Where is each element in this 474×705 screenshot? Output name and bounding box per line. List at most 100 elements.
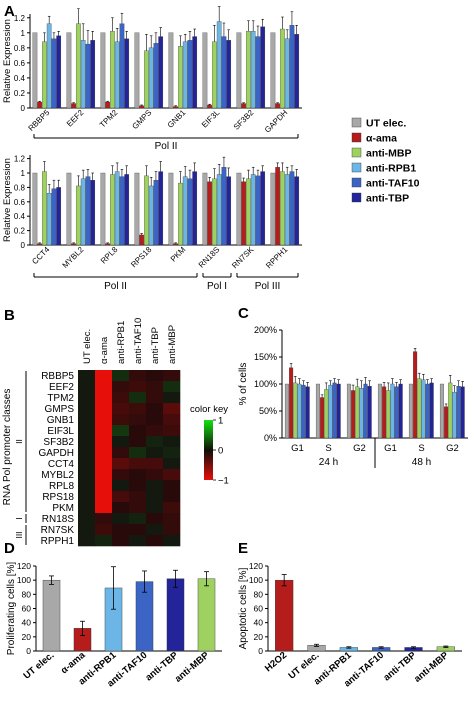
A-bottom-bar [148,185,154,246]
D-y-tick-label: 0 [26,646,31,656]
E-y-tick-label: 120 [249,561,263,571]
A-bottom-bar [32,172,38,246]
C-bar [324,389,329,439]
C-y-tick-label: 50% [259,406,277,416]
A-bottom-category-label: PKM [169,245,188,264]
heatmap-cell [146,524,164,536]
A-bottom-y-tick-label: 1 [21,169,26,178]
A-top-bar [148,47,154,109]
A-top-bar [66,32,72,109]
panel-label-b: B [4,307,15,324]
heatmap-cell [146,513,164,525]
C-y-tick-label: 150% [254,352,277,362]
C-bar [320,397,325,439]
A-top-bar [56,35,62,109]
chart-c: 0% 50% 100% 150% 200% % of cells G1 S G2 G1 S G2 24 … [238,325,468,468]
C-y-tick-label: 0% [264,433,277,443]
chart-c-category-label: G2 [446,443,459,454]
heatmap-cell [95,370,113,382]
A-bottom-bar [90,180,96,246]
color-key-title: color key [190,404,228,415]
A-bottom-bar [246,178,251,246]
A-top-bar [144,50,149,109]
A-bottom-bar [173,243,178,246]
heatmap-cell [95,535,113,547]
A-bottom-bar [168,172,174,246]
A-top-bar [284,38,290,109]
A-bottom-bar [212,178,217,246]
heatmap-cell [146,502,164,514]
A-bottom-bar [110,174,115,246]
heatmap-cell [146,436,164,448]
heatmap-row-label: MYBL2 [41,470,74,481]
D-y-label: Proliferating cells [%] [6,562,17,656]
heatmap-cell [78,535,96,547]
heatmap-cell [129,447,147,459]
heatmap-row-label: PKM [52,503,74,514]
A-bottom-bar [134,172,140,246]
A-bottom-y-tick-label: 0.4 [14,212,26,221]
A-bottom-category-label: RPL8 [99,245,120,266]
A-top-bar [114,41,120,109]
heatmap-cell [78,425,96,437]
heatmap-cell [146,425,164,437]
heatmap-column-label: α-ama [99,336,110,364]
bracket-label: Pol II [104,281,127,292]
heatmap-cell [78,392,96,404]
heatmap-cell [163,524,181,536]
C-bar [293,382,298,439]
row-group-label: III [14,531,24,538]
A-top-bar [119,23,125,109]
heatmap-cell [129,381,147,393]
A-bottom-bar [66,172,72,246]
A-top-bar [168,32,174,109]
A-top-bar [139,105,144,109]
chart-c-category-label: S [418,443,424,454]
C-bar [289,367,294,439]
heatmap-row-label: GAPDH [38,448,74,459]
heatmap-cell [95,425,113,437]
C-bar [328,384,333,439]
A-bottom-bar [119,176,125,246]
heatmap-cell [163,370,181,382]
A-top-bar [207,104,212,109]
heatmap-cell [95,469,113,481]
A-bottom-category-label: RN18S [197,245,222,270]
heatmap-row-label: EIF3L [47,426,74,437]
legend-swatch [351,192,362,203]
legend-label: α-ama [366,133,397,145]
heatmap-cell [163,381,181,393]
A-bottom-y-tick-label: 0.2 [14,227,26,236]
C-bar [336,383,341,439]
heatmap-cell [146,370,164,382]
heatmap-cell [78,447,96,459]
D-category-label: anti-MBP [173,649,212,684]
A-top-bar [100,32,106,109]
D-y-tick-label: 60 [22,604,32,614]
heatmap-cell [112,513,130,525]
A-top-y-label: Relative Expression [2,19,13,103]
heatmap-y-label: RNA Pol promoter classes [2,389,13,506]
A-bottom-bar [284,174,290,246]
heatmap-row-label: GMPS [45,404,75,415]
A-top-bar [76,23,81,109]
E-bar [275,579,294,652]
heatmap-column-label: anti-MBP [167,325,178,364]
chart-c-group-label: 24 h [319,457,338,468]
heatmap-row-label: RPS18 [42,492,74,503]
heatmap-cell [163,491,181,503]
A-top-bar [250,31,256,109]
heatmap-cell [146,447,164,459]
panel-label-e: E [238,540,248,557]
A-top-bar [173,106,178,109]
heatmap-cell [129,513,147,525]
legend-label: anti-TBP [366,193,409,205]
heatmap-cell [112,469,130,481]
A-top-bar [246,31,251,109]
heatmap-cell [146,480,164,492]
heatmap-cell [95,436,113,448]
heatmap-cell [78,458,96,470]
